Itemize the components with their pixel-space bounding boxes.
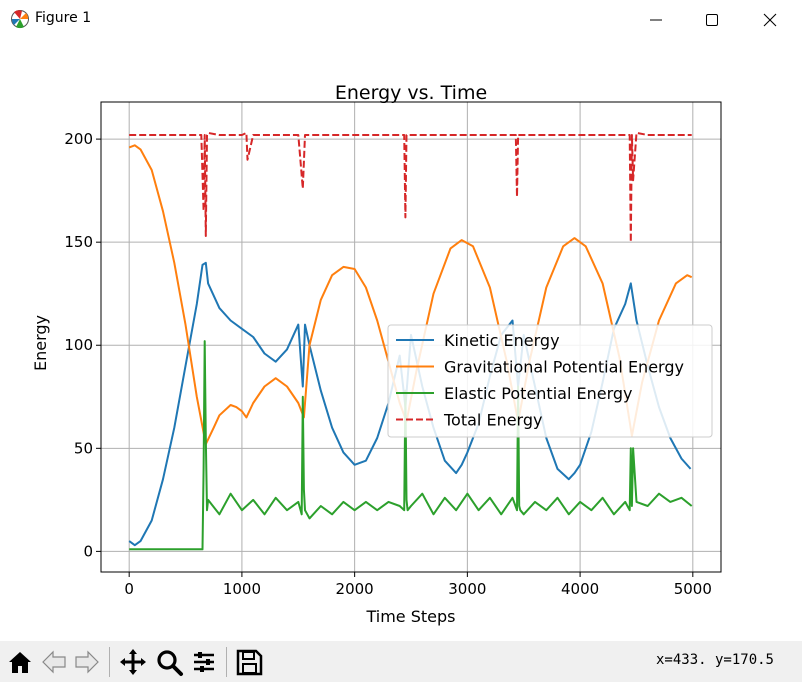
maximize-button[interactable] — [684, 0, 740, 40]
y-tick-label: 150 — [64, 233, 93, 251]
x-tick-label: 0 — [124, 580, 134, 598]
series-line-2 — [129, 340, 693, 551]
x-tick-label: 5000 — [674, 580, 712, 598]
series-line-3 — [129, 131, 692, 244]
save-button[interactable] — [234, 647, 264, 677]
toolbar-separator — [226, 647, 227, 677]
legend-label: Total Energy — [443, 411, 542, 430]
home-icon — [9, 652, 31, 673]
save-icon — [236, 649, 263, 676]
window-title: Figure 1 — [35, 10, 92, 26]
legend-label: Kinetic Energy — [444, 331, 560, 350]
zoom-icon — [157, 650, 183, 676]
y-axis-label: Energy — [31, 315, 50, 371]
legend-box — [387, 324, 713, 438]
close-button[interactable] — [742, 0, 798, 40]
title-bar: Figure 1 — [0, 0, 802, 40]
maximize-icon — [706, 14, 718, 26]
home-button[interactable] — [5, 647, 35, 677]
pan-icon — [120, 649, 146, 675]
zoom-button[interactable] — [154, 647, 184, 677]
pan-button[interactable] — [118, 647, 148, 677]
minimize-icon — [650, 19, 662, 21]
legend-label: Elastic Potential Energy — [444, 384, 633, 403]
x-axis-label: Time Steps — [365, 607, 455, 626]
chart-title: Energy vs. Time — [335, 82, 487, 104]
minimize-button[interactable] — [628, 0, 684, 40]
series-line-1 — [128, 144, 693, 446]
legend-label: Gravitational Potential Energy — [444, 358, 684, 377]
toolbar-separator — [109, 647, 110, 677]
configure-subplots-button[interactable] — [189, 647, 219, 677]
y-tick-label: 100 — [64, 336, 93, 354]
y-tick-label: 50 — [74, 439, 93, 457]
configure-subplots-icon — [194, 652, 214, 672]
x-tick-label: 4000 — [561, 580, 599, 598]
forward-button[interactable] — [72, 647, 102, 677]
energy-chart: 0 1000 2000 3000 4000 5000 0 50 100 150 200 Energy… — [31, 82, 722, 626]
figure-canvas[interactable]: 0 1000 2000 3000 4000 5000 0 50 100 150 200 Energy… — [0, 40, 802, 641]
y-tick-label: 0 — [83, 542, 93, 560]
x-tick-label: 2000 — [336, 580, 374, 598]
matplotlib-figure-icon — [10, 9, 30, 29]
back-button[interactable] — [39, 647, 69, 677]
navigation-toolbar: x=433. y=170.5 — [0, 641, 802, 682]
legend: Kinetic Energy Gravitational Potential En… — [387, 324, 713, 438]
x-tick-label: 3000 — [448, 580, 486, 598]
forward-arrow-icon — [75, 650, 99, 674]
x-tick-label: 1000 — [223, 580, 261, 598]
back-arrow-icon — [42, 650, 66, 674]
cursor-coordinates: x=433. y=170.5 — [655, 652, 774, 668]
plot-frame — [100, 101, 722, 573]
y-tick-label: 200 — [64, 130, 93, 148]
close-icon — [763, 13, 777, 27]
